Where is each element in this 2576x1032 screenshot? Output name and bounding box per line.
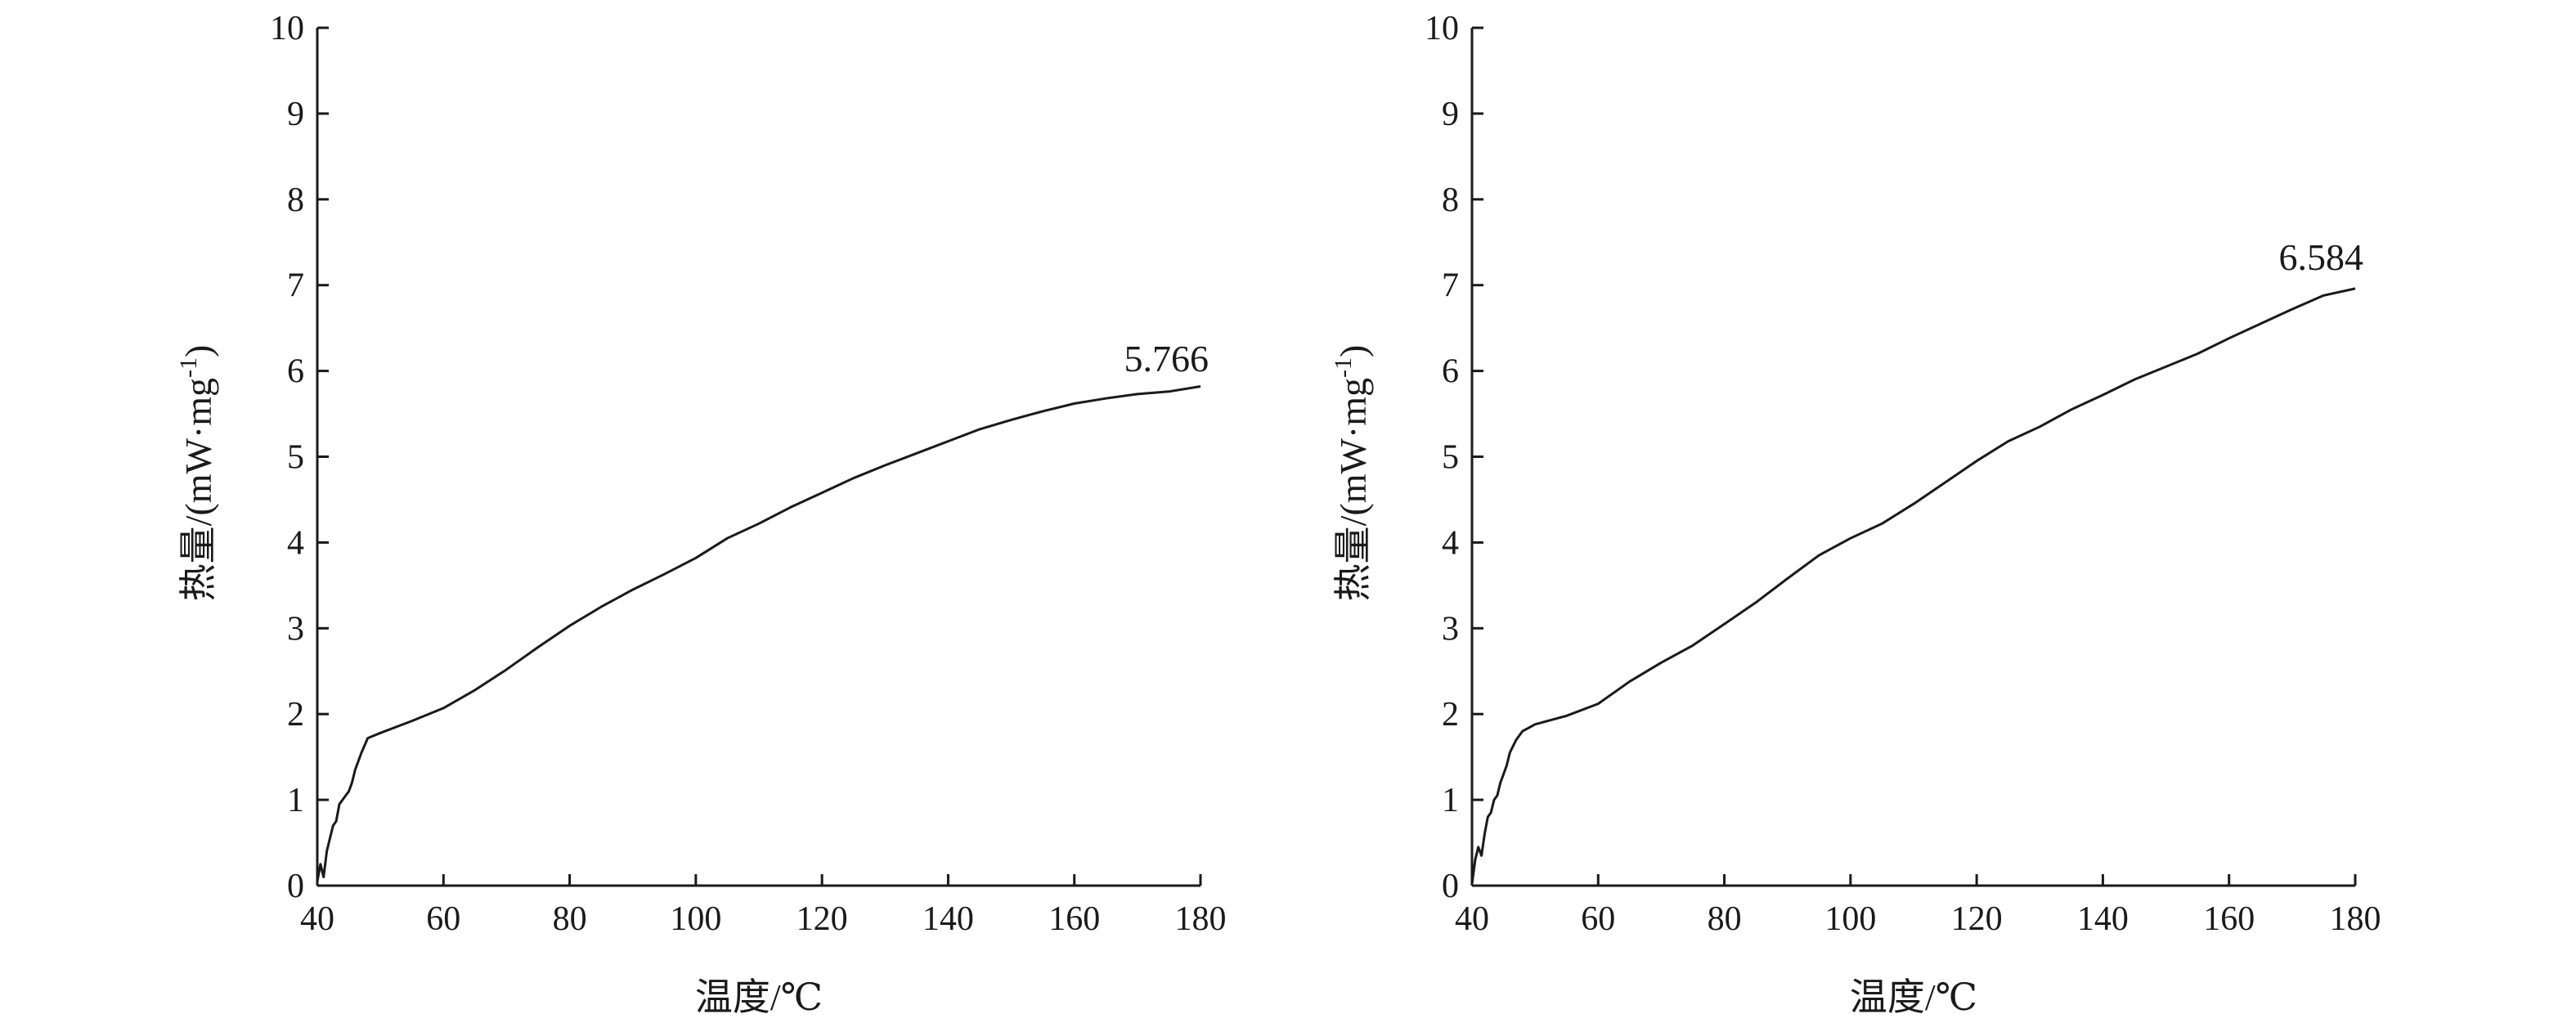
x-tick-label: 120 xyxy=(797,900,848,938)
x-tick-label: 160 xyxy=(1048,900,1100,938)
y-tick-label: 2 xyxy=(287,696,304,734)
y-tick-label: 8 xyxy=(287,182,304,219)
end-value-annotation: 5.766 xyxy=(1124,338,1209,379)
y-tick-label: 0 xyxy=(287,868,304,905)
x-tick-label: 160 xyxy=(2203,900,2255,938)
y-tick-label: 5 xyxy=(1442,439,1459,477)
y-axis-title-close: ) xyxy=(177,345,219,357)
y-tick-label: 10 xyxy=(1425,10,1459,47)
y-axis-title-close: ) xyxy=(1332,345,1374,357)
x-tick-label: 40 xyxy=(1455,900,1489,938)
y-tick-label: 0 xyxy=(1442,868,1459,905)
x-tick-label: 140 xyxy=(2077,900,2129,938)
x-tick-label: 120 xyxy=(1951,900,2003,938)
x-tick-label: 40 xyxy=(300,900,334,938)
y-tick-label: 8 xyxy=(1442,182,1459,219)
y-axis-title-main: 热量/(mW·mg xyxy=(1332,378,1374,601)
y-axis-title-superscript: -1 xyxy=(1330,357,1357,378)
series-line xyxy=(316,385,1201,882)
x-tick-label: 180 xyxy=(1175,900,1227,938)
y-axis-title: 热量/(mW·mg-1) xyxy=(175,345,219,602)
x-tick-label: 60 xyxy=(426,900,460,938)
y-tick-label: 2 xyxy=(1442,696,1459,734)
y-tick-label: 6 xyxy=(287,353,304,391)
chart-panel-right: 40 60 80 100 120 140 160 180 0 1 2 3 4 5 6 7 8 9 10 温度/℃ 热量/… xyxy=(1330,10,2381,1018)
x-axis-title: 温度/℃ xyxy=(1850,976,1977,1018)
y-tick-label: 7 xyxy=(1442,267,1459,305)
x-tick-label: 100 xyxy=(1824,900,1876,938)
x-tick-label: 80 xyxy=(553,900,587,938)
y-tick-label: 4 xyxy=(1442,524,1459,562)
chart-panel-left: 40 60 80 100 120 140 160 180 0 1 2 3 4 5 6 7 8 9 10 温度/℃ 热量/… xyxy=(175,10,1227,1018)
y-tick-label: 4 xyxy=(287,524,304,562)
x-tick-label: 80 xyxy=(1708,900,1742,938)
y-tick-label: 3 xyxy=(1442,610,1459,648)
y-tick-label: 1 xyxy=(287,782,304,819)
y-tick-label: 1 xyxy=(1442,782,1459,819)
x-tick-label: 180 xyxy=(2330,900,2381,938)
y-axis-title: 热量/(mW·mg-1) xyxy=(1330,345,1374,602)
y-tick-label: 6 xyxy=(1442,353,1459,391)
y-tick-label: 5 xyxy=(287,439,304,477)
y-tick-label: 9 xyxy=(1442,96,1459,133)
x-tick-label: 140 xyxy=(922,900,974,938)
y-tick-label: 7 xyxy=(287,267,304,305)
x-axis-title: 温度/℃ xyxy=(695,976,823,1018)
end-value-annotation: 6.584 xyxy=(2279,236,2364,278)
x-tick-label: 100 xyxy=(670,900,721,938)
y-tick-label: 9 xyxy=(287,96,304,133)
series-line xyxy=(1470,287,2356,885)
y-axis-title-main: 热量/(mW·mg xyxy=(177,378,219,601)
x-tick-label: 60 xyxy=(1581,900,1615,938)
y-tick-label: 3 xyxy=(287,610,304,648)
y-axis-title-superscript: -1 xyxy=(175,357,202,378)
y-tick-label: 10 xyxy=(270,10,304,47)
